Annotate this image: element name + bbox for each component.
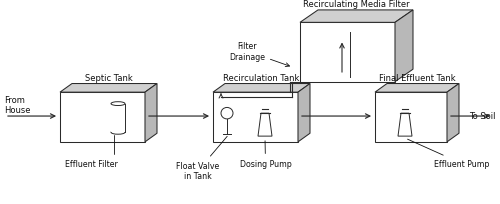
Polygon shape — [60, 84, 157, 93]
Circle shape — [221, 108, 233, 119]
Text: To Soil: To Soil — [470, 111, 496, 120]
Polygon shape — [213, 93, 298, 142]
Text: Final Effluent Tank: Final Effluent Tank — [378, 73, 456, 82]
Text: From
House: From House — [4, 95, 30, 115]
Text: Effluent Filter: Effluent Filter — [65, 135, 118, 168]
Text: Float Valve
in Tank: Float Valve in Tank — [176, 137, 227, 181]
Ellipse shape — [111, 102, 125, 106]
Polygon shape — [60, 93, 145, 142]
Text: Dosing Pump: Dosing Pump — [240, 141, 292, 168]
Polygon shape — [300, 23, 395, 82]
Ellipse shape — [111, 131, 125, 135]
Polygon shape — [298, 84, 310, 142]
Text: Recirculation Tank: Recirculation Tank — [224, 73, 300, 82]
Polygon shape — [213, 84, 310, 93]
Text: Filter
Drainage: Filter Drainage — [229, 42, 290, 67]
Polygon shape — [145, 84, 157, 142]
Polygon shape — [300, 11, 413, 23]
Polygon shape — [398, 114, 412, 136]
FancyBboxPatch shape — [111, 104, 125, 133]
Text: Effluent Pump: Effluent Pump — [408, 140, 490, 168]
Polygon shape — [447, 84, 459, 142]
Text: Recirculating Media Filter: Recirculating Media Filter — [303, 0, 410, 9]
Polygon shape — [375, 84, 459, 93]
Text: Septic Tank: Septic Tank — [84, 73, 132, 82]
Polygon shape — [395, 11, 413, 82]
Polygon shape — [375, 93, 447, 142]
Polygon shape — [258, 114, 272, 136]
